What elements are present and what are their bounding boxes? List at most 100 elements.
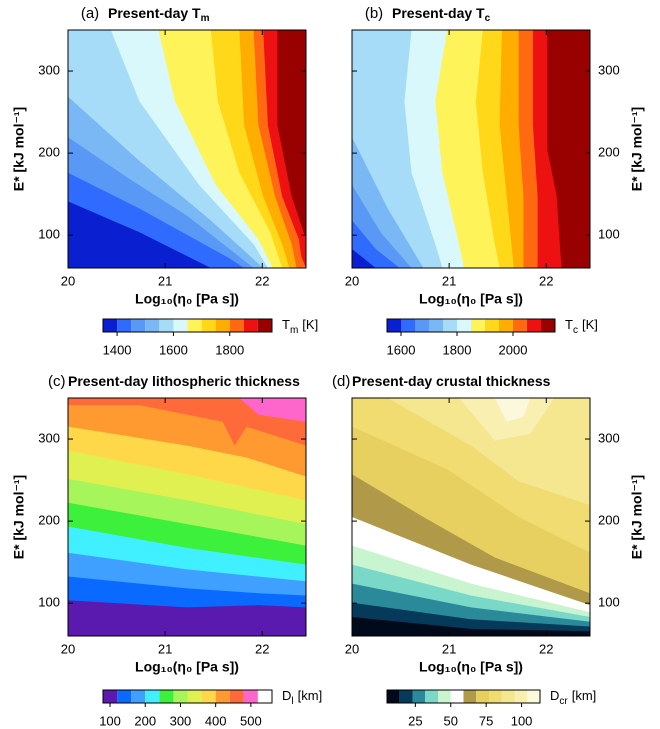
x-axis-label: Log₁₀(η₀ [Pa s]) [135, 291, 239, 307]
colorbar-segment [514, 690, 528, 703]
colorbar-segment [457, 319, 471, 332]
colorbar-segment [229, 319, 244, 332]
colorbar-label-sub: cr [559, 696, 568, 707]
title-sub: m [201, 13, 210, 24]
colorbar-segment [476, 690, 489, 703]
y-tick-label: 100 [38, 227, 60, 242]
colorbar-segment [117, 319, 132, 332]
colorbar-tick-label: 1800 [443, 342, 472, 357]
y-axis-label: E* [kJ mol⁻¹] [629, 107, 645, 191]
y-tick-label: 200 [38, 513, 60, 528]
colorbar-segment [471, 319, 485, 332]
colorbar-tick-label: 1400 [103, 342, 132, 357]
panel-title: Present-day Tc [392, 5, 491, 24]
colorbar-segment [401, 319, 415, 332]
colorbar-label: Tc [K] [565, 317, 598, 335]
colorbar-segment [485, 319, 499, 332]
y-tick-label: 300 [38, 62, 60, 77]
colorbar-segment [173, 690, 188, 703]
y-axis-label: E* [kJ mol⁻¹] [11, 107, 27, 191]
title-text: Present-day T [108, 5, 201, 21]
colorbar-tick-label: 75 [479, 713, 493, 728]
y-tick-label: 300 [598, 62, 620, 77]
colorbar-tick-label: 300 [170, 713, 192, 728]
colorbar-segment [387, 690, 400, 703]
x-tick-label: 22 [255, 273, 269, 288]
y-axis-label: E* [kJ mol⁻¹] [629, 475, 645, 559]
x-tick-label: 22 [539, 641, 553, 656]
colorbar-segment [145, 319, 160, 332]
y-tick-label: 100 [598, 227, 620, 242]
x-tick-label: 20 [61, 273, 75, 288]
colorbar-label-text: T [565, 317, 573, 332]
colorbar-label: Tm [K] [282, 317, 318, 335]
colorbar-label-sub: l [291, 696, 293, 707]
colorbar-segment [131, 690, 146, 703]
colorbar-label: Dcr [km] [550, 688, 596, 706]
colorbar-segment [450, 690, 464, 703]
title-sub: c [485, 13, 491, 24]
colorbar-segment [159, 319, 174, 332]
panel-title: Present-day crustal thickness [352, 373, 551, 389]
title-text: Present-day lithospheric thickness [68, 373, 300, 389]
colorbar-tick-label: 100 [99, 713, 121, 728]
colorbar-segment [103, 319, 118, 332]
colorbar-segment [103, 690, 118, 703]
plot-frame [67, 397, 307, 637]
colorbar-frame [102, 689, 273, 704]
colorbar-frame [386, 689, 541, 704]
colorbar-segment [541, 319, 555, 332]
x-tick-label: 20 [345, 273, 359, 288]
colorbar-segment [215, 319, 230, 332]
colorbar-label-text: T [282, 317, 290, 332]
y-tick-label: 200 [38, 145, 60, 160]
title-text: Present-day crustal thickness [352, 373, 551, 389]
colorbar-segment [501, 690, 515, 703]
colorbar-segment [527, 690, 540, 703]
colorbar-segment [499, 319, 513, 332]
colorbar-label-text: D [550, 688, 559, 703]
y-tick-label: 100 [38, 595, 60, 610]
colorbar-segment [412, 690, 426, 703]
colorbar-segment [527, 319, 541, 332]
colorbar-tick-label: 100 [511, 713, 533, 728]
plot-frame [351, 397, 591, 637]
colorbar-segment [425, 690, 438, 703]
contour-band [352, 30, 590, 268]
plot-frame [351, 29, 591, 269]
contour-band [68, 30, 306, 268]
colorbar-unit: [km] [298, 688, 323, 703]
colorbar-tick-label: 50 [444, 713, 458, 728]
colorbar-tick-label: 500 [240, 713, 262, 728]
colorbar-segment [187, 690, 202, 703]
x-tick-label: 21 [158, 641, 172, 656]
contour-band [68, 30, 306, 268]
colorbar-segment [131, 319, 146, 332]
y-axis-label: E* [kJ mol⁻¹] [11, 475, 27, 559]
colorbar-segment [201, 690, 216, 703]
colorbar-tick-label: 1600 [387, 342, 416, 357]
colorbar-segment [229, 690, 244, 703]
colorbar-segment [438, 690, 451, 703]
x-tick-label: 20 [61, 641, 75, 656]
colorbar-segment [159, 690, 174, 703]
contour-band [68, 398, 306, 422]
x-tick-label: 20 [345, 641, 359, 656]
contour-band [352, 398, 590, 441]
y-tick-label: 200 [598, 513, 620, 528]
colorbar-segment [145, 690, 160, 703]
x-tick-label: 21 [442, 641, 456, 656]
colorbar-segment [443, 319, 457, 332]
panel-label: (d) [332, 373, 350, 390]
panel-title: Present-day lithospheric thickness [68, 373, 300, 389]
colorbar-segment [387, 319, 401, 332]
colorbar-segment [201, 319, 216, 332]
y-tick-label: 300 [598, 430, 620, 445]
x-tick-label: 21 [442, 273, 456, 288]
colorbar-tick-label: 2000 [499, 342, 528, 357]
colorbar-frame [386, 318, 556, 333]
colorbar-segment [215, 690, 230, 703]
colorbar-frame [102, 318, 273, 333]
colorbar-label-sub: m [290, 325, 298, 336]
colorbar-segment [187, 319, 202, 332]
